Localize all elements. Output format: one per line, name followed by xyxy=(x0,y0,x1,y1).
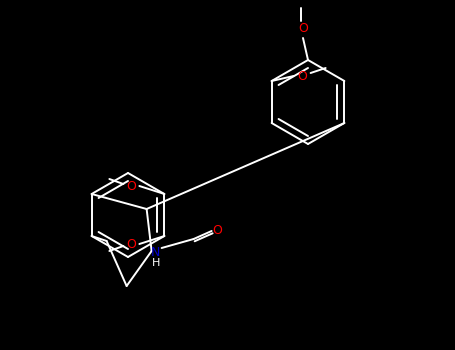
Text: O: O xyxy=(298,22,308,35)
Text: N: N xyxy=(151,245,160,259)
Text: H: H xyxy=(152,258,160,268)
Text: O: O xyxy=(126,180,136,193)
Text: O: O xyxy=(126,238,136,251)
Text: O: O xyxy=(298,70,308,83)
Text: O: O xyxy=(212,224,222,238)
